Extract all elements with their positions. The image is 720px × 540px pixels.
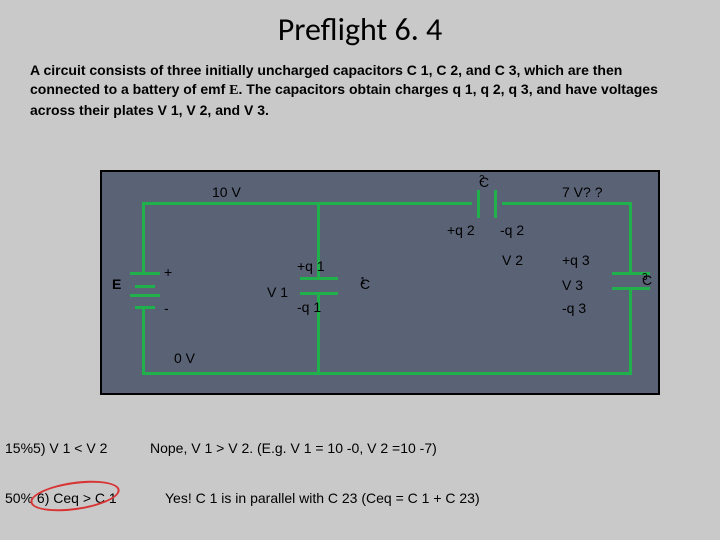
a1-pct: 15% <box>5 440 33 456</box>
label-nq3: -q 3 <box>562 300 586 316</box>
c2-plate-l <box>477 190 480 218</box>
wire-left-top <box>142 202 145 272</box>
label-nq2: -q 2 <box>500 222 524 238</box>
label-7v: 7 V? ? <box>562 184 602 200</box>
wire-top <box>142 202 632 205</box>
description: A circuit consists of three initially un… <box>0 49 720 120</box>
answer-1-resp: Nope, V 1 > V 2. (E.g. V 1 = 10 -0, V 2 … <box>150 440 437 456</box>
label-V2: V 2 <box>502 252 523 268</box>
wire-right-bot <box>629 290 632 372</box>
a2-pct: 50% <box>5 490 33 506</box>
label-V3: V 3 <box>562 277 583 293</box>
label-pq1: +q 1 <box>297 258 325 274</box>
label-10v: 10 V <box>212 184 241 200</box>
page-title: Preflight 6. 4 <box>0 0 720 49</box>
wire-left-bottom <box>142 309 145 372</box>
a1-q: 5) V 1 < V 2 <box>33 440 107 456</box>
wire-right-top <box>629 202 632 272</box>
label-0v: 0 V <box>174 350 195 366</box>
highlight-circle <box>28 476 121 516</box>
label-V1: V 1 <box>267 284 288 300</box>
circuit-diagram: 10 V 7 V? ? E + - V 1 +q 1 -q 1 C1 C2 +q… <box>100 170 660 395</box>
label-pq2: +q 2 <box>447 222 475 238</box>
c2-plate-r <box>494 190 497 218</box>
battery-plate-long <box>130 272 160 275</box>
emf-symbol: E <box>229 83 238 98</box>
label-minus: - <box>164 300 169 316</box>
c1-plate-top <box>300 277 338 280</box>
wire-bottom <box>142 372 632 375</box>
label-nq1: -q 1 <box>297 299 321 315</box>
label-pq3: +q 3 <box>562 252 590 268</box>
answer-row-1: 15%5) V 1 < V 2 <box>5 440 107 456</box>
label-plus: + <box>164 264 172 280</box>
label-E: E <box>112 276 121 292</box>
battery-plate-short2 <box>135 306 155 309</box>
battery-plate-long2 <box>130 294 160 297</box>
answer-2-resp: Yes! C 1 is in parallel with C 23 (Ceq =… <box>165 490 480 506</box>
battery-plate-short <box>135 285 155 288</box>
